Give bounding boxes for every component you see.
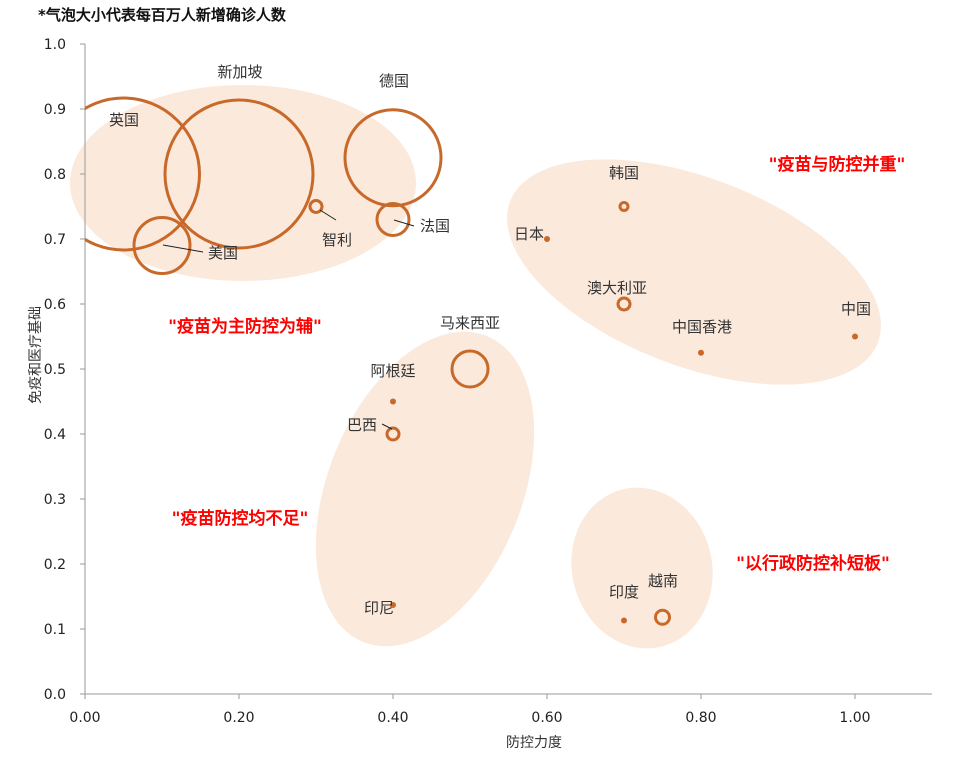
x-tick-label: 0.20 [223, 710, 254, 726]
x-axis-title: 防控力度 [506, 735, 562, 751]
bubble [132, 216, 192, 275]
point-label: 英国 [109, 111, 139, 129]
label-leader-line [381, 423, 393, 430]
bubble [852, 333, 858, 340]
point-labels: 英国 新加坡德国美国 智利 法国 韩国日本澳大利亚中国香港 中国马来西亚阿根廷巴西印尼 印度… [109, 63, 905, 617]
group-label: "疫苗防控均不足" [172, 508, 309, 529]
y-tick-label: 0.2 [44, 557, 66, 573]
point-label: 中国香港 [672, 318, 732, 336]
group-label: "疫苗为主防控为辅" [168, 316, 322, 337]
bubble [385, 426, 401, 442]
point-label: 印尼 [364, 599, 394, 617]
y-tick-label: 0.6 [44, 297, 66, 313]
y-tick-label: 1.0 [44, 37, 66, 53]
group-label: "疫苗与防控并重" [769, 154, 906, 175]
x-tick-label: 1.00 [839, 710, 870, 726]
point-label: 马来西亚 [440, 314, 500, 332]
bubble [163, 98, 315, 250]
label-leader-line [162, 244, 204, 253]
group-label: "以行政防控补短板" [736, 553, 890, 574]
point-label: 越南 [648, 572, 678, 590]
x-tick-label: 0.60 [531, 710, 562, 726]
bubble [654, 608, 671, 626]
group-ellipse-3 [315, 331, 535, 647]
bubble [390, 398, 396, 405]
bubbles [85, 96, 858, 626]
bubble [621, 617, 627, 624]
group-ellipses [70, 85, 881, 649]
x-tick-label: 0.00 [69, 710, 100, 726]
y-tick-label: 0.5 [44, 362, 66, 378]
point-label: 法国 [420, 217, 450, 235]
y-tick-label: 0.7 [44, 232, 66, 248]
point-label: 中国 [841, 300, 871, 318]
bubble [616, 296, 632, 312]
point-label: 澳大利亚 [587, 279, 647, 297]
point-label: 智利 [322, 231, 352, 249]
bubble [375, 202, 411, 237]
bubble [390, 601, 396, 608]
point-label: 日本 [514, 225, 544, 243]
bubble [544, 236, 550, 242]
x-tick-label: 0.40 [377, 710, 408, 726]
label-leader-line [319, 209, 337, 221]
bubble [698, 349, 704, 356]
bubble [618, 201, 630, 212]
y-tick-label: 0.9 [44, 102, 66, 118]
group-ellipse-2 [507, 159, 881, 385]
point-label: 美国 [208, 244, 238, 262]
y-tick-label: 0.1 [44, 622, 66, 638]
y-tick-label: 0.8 [44, 167, 66, 183]
bubble [450, 349, 490, 389]
point-label: 韩国 [609, 164, 639, 182]
bubble [343, 108, 443, 208]
y-tick-label: 0.4 [44, 427, 66, 443]
x-tick-label: 0.80 [685, 710, 716, 726]
label-leader-line [393, 219, 415, 227]
point-label: 新加坡 [217, 63, 262, 81]
bubble [85, 96, 201, 252]
point-label: 印度 [609, 583, 639, 601]
y-axis-title: 免疫和医疗基础 [27, 306, 44, 404]
group-ellipse-4 [571, 487, 713, 649]
y-tick-label: 0.3 [44, 492, 66, 508]
y-tick-label: 0.0 [44, 687, 66, 703]
axes: 0.0 0.1 0.2 0.3 0.4 0.5 0.6 0.7 0.8 0.9 1.0 0.00 0.2… [44, 37, 932, 726]
point-label: 阿根廷 [370, 362, 415, 380]
bubble [308, 199, 324, 214]
point-label: 德国 [379, 72, 409, 90]
point-label: 巴西 [347, 416, 377, 434]
chart-note: *气泡大小代表每百万人新增确诊人数 [38, 6, 287, 24]
group-ellipse-1 [70, 85, 416, 281]
